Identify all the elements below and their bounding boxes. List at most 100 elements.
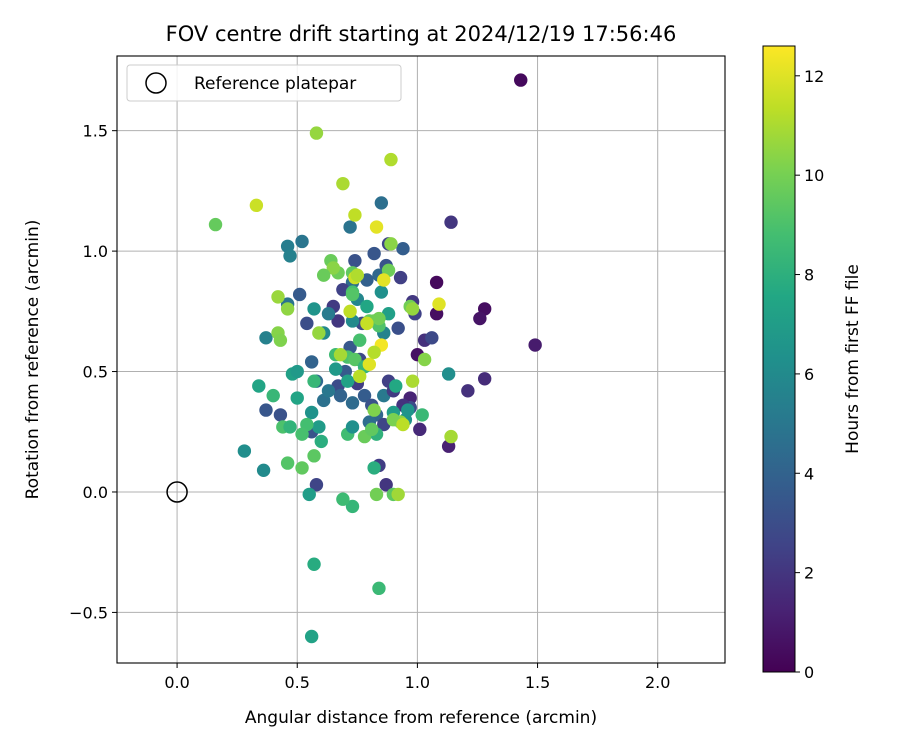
data-point <box>307 557 321 571</box>
data-point <box>307 374 321 388</box>
data-point <box>333 347 348 362</box>
data-points <box>166 73 542 644</box>
data-point <box>331 314 345 328</box>
x-axis-label: Angular distance from reference (arcmin) <box>245 708 597 728</box>
data-point <box>384 152 398 167</box>
data-point <box>384 237 398 251</box>
colorbar-tick-label: 8 <box>804 266 814 285</box>
data-point <box>295 234 309 249</box>
data-point <box>290 364 304 379</box>
data-point <box>367 345 381 359</box>
data-point <box>374 196 389 210</box>
legend-entry-reference-platepar: Reference platepar <box>194 74 356 94</box>
data-point <box>514 73 528 87</box>
legend: Reference platepar <box>126 64 402 102</box>
data-point <box>295 427 309 441</box>
data-point <box>273 333 288 347</box>
data-point <box>321 307 336 321</box>
data-point <box>256 463 271 478</box>
data-point <box>396 417 410 432</box>
y-axis-ticks: −0.5 0.0 0.5 1.0 1.5 <box>69 122 117 622</box>
data-point <box>309 478 324 492</box>
data-point <box>326 261 340 275</box>
data-point <box>374 285 389 299</box>
reference-platepar-marker <box>166 481 188 503</box>
data-point <box>283 420 297 434</box>
data-point <box>307 302 321 316</box>
data-point <box>345 420 360 434</box>
data-point <box>343 220 357 234</box>
data-point <box>372 311 386 326</box>
data-point <box>379 478 393 492</box>
data-point <box>304 629 319 644</box>
data-point <box>389 379 403 393</box>
data-point <box>237 444 252 458</box>
data-point <box>441 367 456 381</box>
data-point <box>252 379 266 393</box>
data-point <box>461 384 475 398</box>
y-tick-label: 1.5 <box>83 122 108 141</box>
data-point <box>304 355 319 369</box>
data-point <box>292 287 307 302</box>
data-point <box>396 241 410 256</box>
data-point <box>369 487 384 502</box>
y-axis-label: Rotation from reference (arcmin) <box>23 220 43 500</box>
data-point <box>365 422 379 437</box>
data-point <box>444 215 458 229</box>
data-point <box>391 321 405 335</box>
data-point <box>283 249 297 263</box>
data-point <box>360 316 374 331</box>
data-point <box>304 405 319 420</box>
data-point <box>372 581 386 596</box>
data-point <box>208 217 223 232</box>
data-point <box>432 297 446 311</box>
data-point <box>328 362 343 376</box>
colorbar-ticks: 0 2 4 6 8 10 12 <box>795 67 824 682</box>
data-point <box>300 316 314 331</box>
data-point <box>413 422 427 437</box>
data-point <box>353 333 367 347</box>
data-point <box>333 388 348 403</box>
data-point <box>367 461 381 475</box>
data-point <box>348 254 362 268</box>
data-point <box>259 331 273 345</box>
data-point <box>321 384 336 398</box>
colorbar-gradient <box>762 45 796 673</box>
y-tick-label: 1.0 <box>83 242 108 261</box>
grid <box>117 56 725 663</box>
data-point <box>393 270 408 285</box>
data-point <box>266 388 280 403</box>
data-point <box>473 311 487 326</box>
colorbar-tick-label: 0 <box>804 663 814 682</box>
data-point <box>273 408 288 422</box>
colorbar-label: Hours from first FF file <box>843 264 863 454</box>
data-point <box>350 268 365 282</box>
data-point <box>405 302 420 316</box>
data-point <box>429 275 444 290</box>
colorbar: 0 2 4 6 8 10 12 Hours from first FF file <box>762 45 863 682</box>
data-point <box>377 273 391 287</box>
x-tick-label: 2.0 <box>645 673 670 692</box>
colorbar-tick-label: 4 <box>804 464 814 483</box>
colorbar-tick-label: 12 <box>804 67 824 86</box>
data-point <box>345 287 360 302</box>
data-point <box>444 429 458 444</box>
data-point <box>271 290 285 304</box>
data-point <box>415 408 429 422</box>
data-point <box>259 403 273 417</box>
data-point <box>312 420 326 434</box>
data-point <box>353 369 367 384</box>
data-point <box>477 372 492 386</box>
data-point <box>360 299 374 314</box>
x-tick-label: 1.5 <box>525 673 550 692</box>
data-point <box>336 176 350 191</box>
y-tick-label: 0.5 <box>83 363 108 382</box>
y-tick-label: 0.0 <box>83 483 108 502</box>
data-point <box>362 357 377 372</box>
data-point <box>417 352 432 367</box>
legend-box <box>126 64 402 102</box>
data-point <box>312 326 326 340</box>
data-point <box>405 374 420 388</box>
data-point <box>401 403 415 417</box>
